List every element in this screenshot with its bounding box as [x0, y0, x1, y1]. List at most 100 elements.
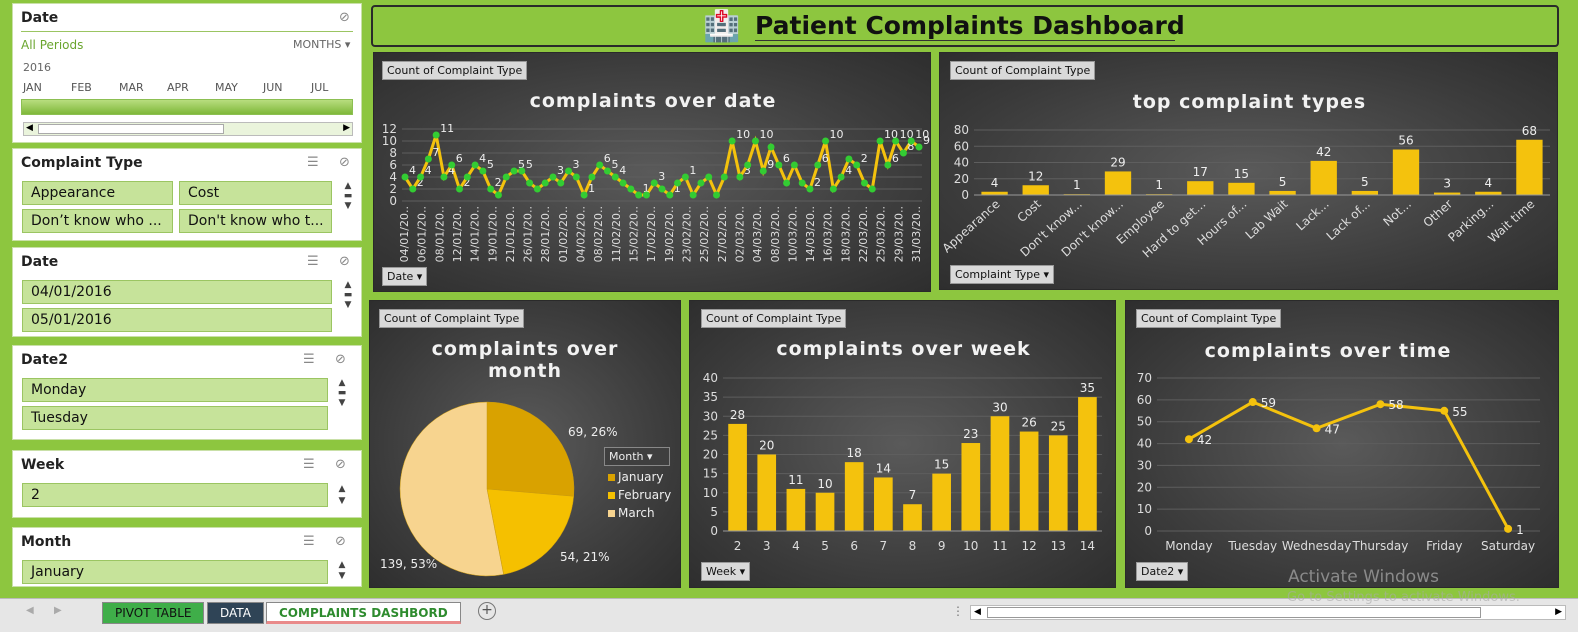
slicer-item[interactable]: 04/01/2016 — [22, 280, 332, 304]
field-tag[interactable]: Count of Complaint Type — [950, 61, 1096, 80]
complaints-over-week-panel[interactable]: Count of Complaint Type complaints over … — [689, 300, 1116, 588]
hscroll-left-arrow[interactable]: ◀ — [974, 607, 981, 617]
tab-splitter-icon[interactable]: ⋮ — [952, 604, 964, 618]
date2-axis-button[interactable]: Date2 ▾ — [1136, 562, 1189, 581]
top-complaint-types-panel[interactable]: Count of Complaint Type top complaint ty… — [939, 52, 1558, 290]
timeline-month-label[interactable]: FEB — [71, 81, 92, 94]
scroll-right-arrow[interactable]: ▶ — [343, 123, 350, 133]
field-tag[interactable]: Count of Complaint Type — [701, 309, 847, 328]
data-label: 55 — [1452, 405, 1467, 419]
complaint-type-slicer[interactable]: Complaint Type ☰ ⊘ Appearance Cost Don’t… — [12, 148, 362, 241]
slicer-item[interactable]: 05/01/2016 — [22, 308, 332, 332]
data-label: 5 — [1279, 175, 1287, 189]
slicer-item[interactable]: Appearance — [22, 181, 173, 205]
scroll-left-arrow[interactable]: ◀ — [26, 123, 33, 133]
slicer-item[interactable]: Tuesday — [22, 406, 328, 430]
multi-select-icon[interactable]: ☰ — [307, 254, 319, 269]
data-point — [876, 137, 884, 145]
month-legend[interactable]: Month ▾ January February March — [604, 447, 674, 520]
slicer-item[interactable]: 2 — [22, 483, 328, 507]
x-tick-label: 13 — [1051, 539, 1066, 553]
tab-complaints-dashboard[interactable]: COMPLAINTS DASHBORD — [266, 602, 461, 624]
x-tick-label: 08/01/20.. — [433, 206, 446, 262]
y-tick-label: 60 — [954, 139, 969, 153]
complaints-over-month-panel[interactable]: Count of Complaint Type complaints over … — [369, 300, 681, 588]
tab-scroll-right-icon[interactable]: ▶ — [54, 605, 62, 616]
multi-select-icon[interactable]: ☰ — [303, 534, 315, 549]
x-tick-label: 27/02/20.. — [716, 206, 729, 262]
slicer-scrollbar[interactable]: ▲ ▼ — [338, 560, 346, 581]
hscroll-right-arrow[interactable]: ▶ — [1555, 607, 1562, 617]
pie-slice — [486, 488, 574, 575]
data-label: 8 — [907, 140, 914, 153]
month-filter-button[interactable]: Month ▾ — [604, 447, 670, 466]
clear-filter-icon[interactable]: ⊘ — [339, 254, 350, 269]
bar — [1310, 160, 1337, 195]
timeline-bar[interactable] — [21, 99, 353, 115]
timeline-month-label[interactable]: MAY — [215, 81, 238, 94]
timeline-month-label[interactable]: MAR — [119, 81, 144, 94]
date-axis-button[interactable]: Date ▾ — [382, 267, 428, 286]
week-axis-button[interactable]: Week ▾ — [701, 562, 751, 581]
months-dropdown[interactable]: MONTHS ▾ — [293, 38, 351, 51]
slicer-item[interactable]: Don't know who t... — [179, 209, 332, 233]
slicer-item[interactable]: Cost — [179, 181, 332, 205]
field-tag[interactable]: Count of Complaint Type — [1136, 309, 1282, 328]
slicer-item[interactable]: Monday — [22, 378, 328, 402]
add-sheet-icon[interactable]: + — [478, 602, 496, 620]
complaints-over-time-panel[interactable]: Count of Complaint Type complaints over … — [1125, 300, 1559, 588]
data-label: 10 — [759, 128, 773, 141]
slicer-scrollbar[interactable]: ▲ ▬ ▼ — [343, 181, 353, 211]
multi-select-icon[interactable]: ☰ — [303, 457, 315, 472]
timeline-month-label[interactable]: JUN — [263, 81, 283, 94]
complaints-over-date-panel[interactable]: Count of Complaint Type complaints over … — [373, 52, 931, 292]
tab-pivot-table[interactable]: PIVOT TABLE — [102, 602, 205, 624]
field-tag[interactable]: Count of Complaint Type — [382, 61, 528, 80]
timeline-month-label[interactable]: JUL — [311, 81, 329, 94]
slicer-scrollbar[interactable]: ▲ ▬ ▼ — [337, 378, 347, 408]
date-slicer[interactable]: Date ☰ ⊘ 04/01/2016 05/01/2016 ▲ ▬ ▼ — [12, 247, 362, 337]
legend-swatch — [608, 510, 615, 517]
data-label: 56 — [1398, 134, 1413, 148]
x-tick-label: 12 — [1021, 539, 1036, 553]
complaint-type-axis-button[interactable]: Complaint Type ▾ — [950, 265, 1055, 284]
clear-filter-icon[interactable]: ⊘ — [335, 534, 346, 549]
legend-entry: January — [608, 470, 674, 484]
x-tick-label: 17/02/20.. — [645, 206, 658, 262]
slicer-scrollbar[interactable]: ▲ ▬ ▼ — [343, 280, 353, 310]
clear-filter-icon[interactable]: ⊘ — [339, 10, 350, 25]
data-label: 5 — [526, 158, 533, 171]
clear-filter-icon[interactable]: ⊘ — [335, 457, 346, 472]
multi-select-icon[interactable]: ☰ — [303, 352, 315, 367]
tab-data[interactable]: DATA — [207, 602, 264, 624]
slicer-scrollbar[interactable]: ▲ ▼ — [338, 484, 346, 506]
data-point — [487, 185, 495, 193]
scroll-thumb[interactable] — [38, 124, 224, 134]
y-tick-label: 40 — [954, 156, 969, 170]
date2-slicer[interactable]: Date2 ☰ ⊘ Monday Tuesday ▲ ▬ ▼ — [12, 345, 362, 440]
timeline-scrollbar[interactable]: ◀ ▶ — [23, 122, 353, 136]
timeline-month-label[interactable]: JAN — [23, 81, 42, 94]
clear-filter-icon[interactable]: ⊘ — [335, 352, 346, 367]
slicer-item[interactable]: Don’t know who ... — [22, 209, 173, 233]
data-point — [837, 173, 845, 181]
data-point — [650, 179, 658, 187]
y-tick-label: 30 — [703, 409, 718, 423]
tab-scroll-left-icon[interactable]: ◀ — [26, 605, 34, 616]
data-label: 6 — [456, 152, 463, 165]
week-slicer[interactable]: Week ☰ ⊘ 2 ▲ ▼ — [12, 450, 362, 518]
hscroll-thumb[interactable] — [987, 607, 1481, 618]
month-slicer[interactable]: Month ☰ ⊘ January ▲ ▼ — [12, 527, 362, 587]
multi-select-icon[interactable]: ☰ — [307, 155, 319, 170]
slicer-item[interactable]: January — [22, 560, 328, 584]
field-tag[interactable]: Count of Complaint Type — [379, 309, 525, 328]
clear-filter-icon[interactable]: ⊘ — [339, 155, 350, 170]
data-label: 18 — [847, 446, 862, 460]
timeline-month-label[interactable]: APR — [167, 81, 189, 94]
data-point — [635, 191, 643, 199]
y-tick-label: 40 — [703, 371, 718, 385]
date-timeline-slicer[interactable]: Date ⊘ All Periods MONTHS ▾ 2016 JAN FEB M… — [12, 3, 362, 143]
horizontal-scrollbar[interactable]: ◀ ▶ — [970, 605, 1566, 620]
